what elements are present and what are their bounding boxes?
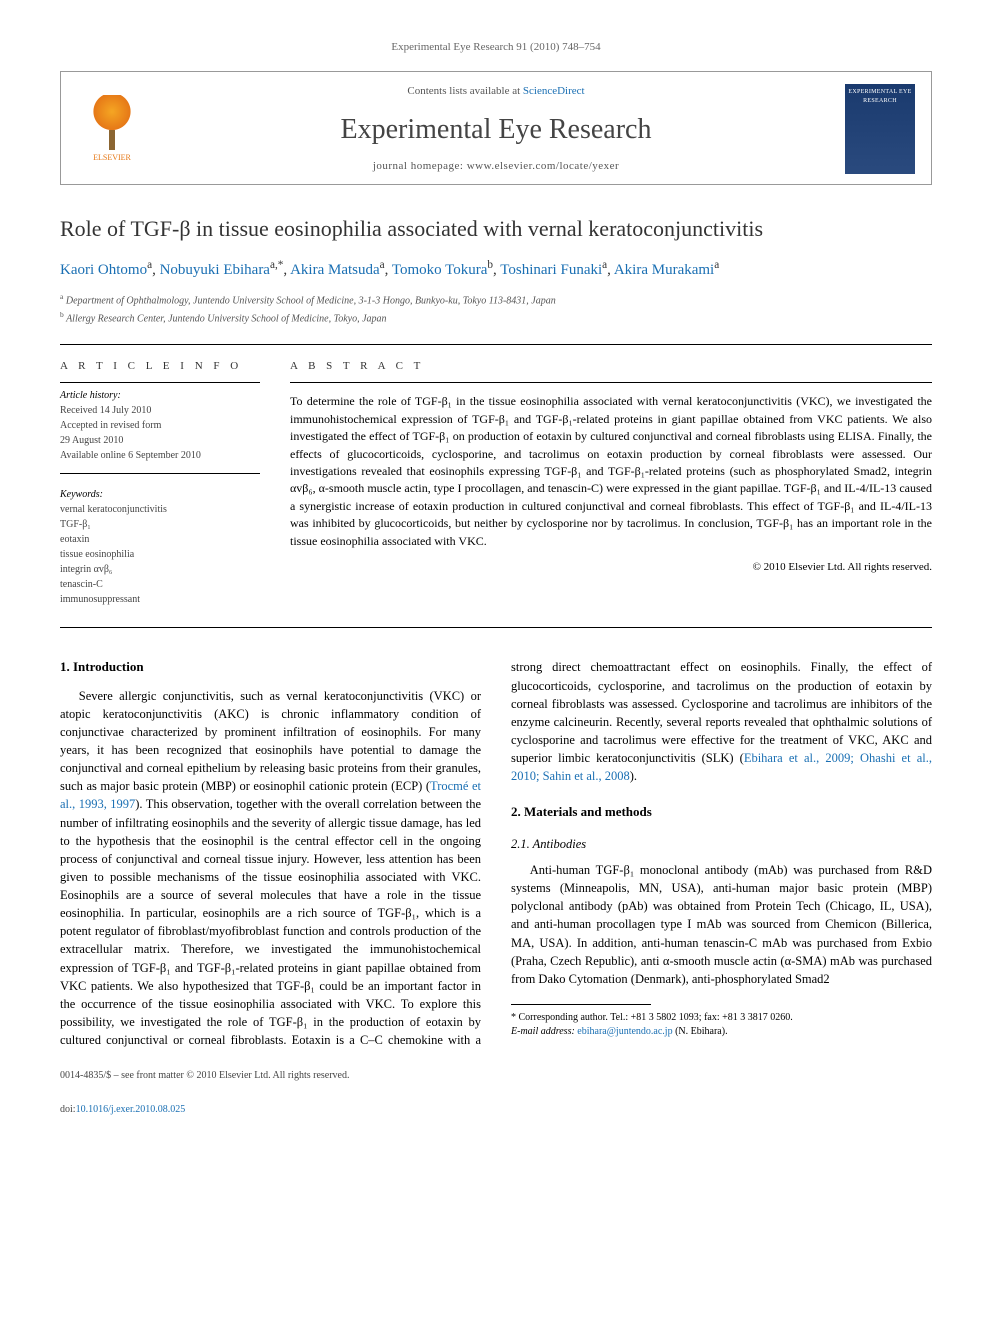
divider [60, 382, 260, 383]
keyword: tenascin-C [60, 577, 260, 592]
cover-title: EXPERIMENTAL EYE RESEARCH [847, 88, 913, 105]
keyword: integrin αvβ₆ [60, 562, 260, 577]
history-label: Article history: [60, 389, 260, 403]
homepage-url[interactable]: www.elsevier.com/locate/yexer [467, 160, 619, 172]
author-link[interactable]: Akira Murakami [614, 262, 714, 278]
journal-name: Experimental Eye Research [163, 110, 829, 149]
title-block: Role of TGF-β in tissue eosinophilia ass… [60, 215, 932, 326]
sciencedirect-link[interactable]: ScienceDirect [523, 85, 585, 97]
author-affil-marker: a [380, 259, 385, 271]
footnote-separator [511, 1004, 651, 1005]
author-affil-marker: a [714, 259, 719, 271]
footnote-email-line: E-mail address: ebihara@juntendo.ac.jp (… [511, 1025, 932, 1039]
keywords-label: Keywords: [60, 488, 260, 502]
keyword: eotaxin [60, 532, 260, 547]
keyword: vernal keratoconjunctivitis [60, 502, 260, 517]
article-title: Role of TGF-β in tissue eosinophilia ass… [60, 215, 932, 243]
info-abstract-row: A R T I C L E I N F O Article history: R… [60, 359, 932, 607]
abstract-heading: A B S T R A C T [290, 359, 932, 374]
email-label: E-mail address: [511, 1026, 577, 1037]
divider [60, 627, 932, 628]
author-link[interactable]: Kaori Ohtomo [60, 262, 147, 278]
abstract-text: To determine the role of TGF-β₁ in the t… [290, 393, 932, 550]
keyword: TGF-β₁ [60, 517, 260, 532]
accepted-label: Accepted in revised form [60, 418, 260, 433]
accepted-date: 29 August 2010 [60, 433, 260, 448]
divider [290, 382, 932, 383]
affil-marker: a [60, 292, 63, 301]
affiliation-list: a Department of Ophthalmology, Juntendo … [60, 291, 932, 326]
affiliation: a Department of Ophthalmology, Juntendo … [60, 291, 932, 308]
corresponding-author-footnote: * Corresponding author. Tel.: +81 3 5802… [511, 1011, 932, 1039]
elsevier-tree-icon [87, 95, 137, 150]
author-affil-marker: a [602, 259, 607, 271]
author-affil-marker: b [487, 259, 493, 271]
keyword: tissue eosinophilia [60, 547, 260, 562]
footer-issn-line: 0014-4835/$ – see front matter © 2010 El… [60, 1069, 932, 1083]
article-info-column: A R T I C L E I N F O Article history: R… [60, 359, 260, 607]
masthead-center: Contents lists available at ScienceDirec… [163, 84, 829, 174]
received-date: Received 14 July 2010 [60, 403, 260, 418]
author-link[interactable]: Akira Matsuda [290, 262, 380, 278]
homepage-label: journal homepage: [373, 160, 467, 172]
keywords-block: Keywords: vernal keratoconjunctivitis TG… [60, 488, 260, 607]
email-suffix: (N. Ebihara). [675, 1026, 727, 1037]
affil-marker: b [60, 310, 64, 319]
contents-prefix: Contents lists available at [407, 85, 522, 97]
author-list: Kaori Ohtomoa, Nobuyuki Ebiharaa,*, Akir… [60, 257, 932, 282]
contents-available-line: Contents lists available at ScienceDirec… [163, 84, 829, 99]
section-heading-methods: 2. Materials and methods [511, 803, 932, 821]
running-header: Experimental Eye Research 91 (2010) 748–… [60, 40, 932, 55]
journal-homepage-line: journal homepage: www.elsevier.com/locat… [163, 159, 829, 174]
author-link[interactable]: Nobuyuki Ebihara [160, 262, 270, 278]
body-text: ). This observation, together with the o… [60, 797, 481, 992]
article-body: 1. Introduction Severe allergic conjunct… [60, 658, 932, 1049]
section-heading-intro: 1. Introduction [60, 658, 481, 676]
abstract-column: A B S T R A C T To determine the role of… [290, 359, 932, 607]
journal-masthead: ELSEVIER Contents lists available at Sci… [60, 71, 932, 185]
journal-cover-thumbnail: EXPERIMENTAL EYE RESEARCH [845, 84, 915, 174]
intro-paragraph: Severe allergic conjunctivitis, such as … [60, 658, 932, 1049]
affiliation: b Allergy Research Center, Juntendo Univ… [60, 309, 932, 326]
doi-link[interactable]: 10.1016/j.exer.2010.08.025 [76, 1104, 186, 1115]
article-info-heading: A R T I C L E I N F O [60, 359, 260, 374]
author-link[interactable]: Tomoko Tokura [392, 262, 488, 278]
author-link[interactable]: Toshinari Funaki [500, 262, 602, 278]
abstract-copyright: © 2010 Elsevier Ltd. All rights reserved… [290, 560, 932, 575]
publisher-name: ELSEVIER [93, 152, 131, 163]
affil-text: Department of Ophthalmology, Juntendo Un… [66, 296, 556, 307]
divider [60, 344, 932, 345]
footnote-line: * Corresponding author. Tel.: +81 3 5802… [511, 1011, 932, 1025]
keyword: immunosuppressant [60, 592, 260, 607]
elsevier-logo: ELSEVIER [77, 89, 147, 169]
footer-doi-line: doi:10.1016/j.exer.2010.08.025 [60, 1103, 932, 1117]
antibodies-paragraph: Anti-human TGF-β₁ monoclonal antibody (m… [511, 861, 932, 988]
divider [60, 473, 260, 474]
body-text: Severe allergic conjunctivitis, such as … [60, 689, 481, 794]
body-text: ). [630, 769, 637, 783]
email-link[interactable]: ebihara@juntendo.ac.jp [577, 1026, 672, 1037]
online-date: Available online 6 September 2010 [60, 448, 260, 463]
author-affil-marker: a [147, 259, 152, 271]
subsection-heading-antibodies: 2.1. Antibodies [511, 836, 932, 854]
affil-text: Allergy Research Center, Juntendo Univer… [66, 313, 386, 324]
author-affil-marker: a,* [270, 259, 283, 271]
doi-label: doi: [60, 1104, 76, 1115]
